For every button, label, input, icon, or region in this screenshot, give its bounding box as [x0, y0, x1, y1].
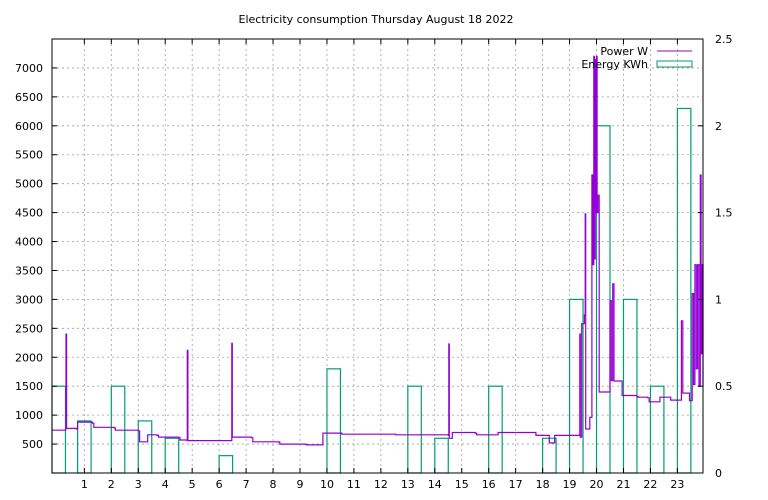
x-tick-label: 9 — [297, 478, 304, 491]
y-tick-label: 2500 — [15, 322, 43, 335]
x-tick-label: 12 — [374, 478, 388, 491]
y-axis-right: 0 0.5 1 1.5 2 2.5 — [698, 33, 733, 480]
x-tick-label: 22 — [643, 478, 657, 491]
y-tick-label: 6500 — [15, 91, 43, 104]
power-line-path — [52, 55, 704, 446]
x-tick-label: 19 — [563, 478, 577, 491]
legend: Power W Energy KWh — [581, 45, 693, 71]
y-tick-label: 500 — [22, 438, 43, 451]
x-tick-label: 5 — [189, 478, 196, 491]
x-tick-label: 14 — [428, 478, 442, 491]
y-tick-label: 6000 — [15, 120, 43, 133]
y2-tick-label: 0.5 — [715, 380, 733, 393]
y2-tick-label: 0 — [715, 467, 722, 480]
y2-tick-label: 1.5 — [715, 207, 733, 220]
plot-border — [51, 38, 704, 474]
y-tick-label: 7000 — [15, 62, 43, 75]
x-tick-label: 3 — [135, 478, 142, 491]
y-tick-label: 1500 — [15, 380, 43, 393]
x-tick-label: 21 — [616, 478, 630, 491]
y-tick-label: 4500 — [15, 207, 43, 220]
x-tick-label: 4 — [162, 478, 169, 491]
chart-title: Electricity consumption Thursday August … — [239, 13, 514, 26]
y-tick-label: 3000 — [15, 293, 43, 306]
x-tick-label: 11 — [347, 478, 361, 491]
x-tick-label: 2 — [108, 478, 115, 491]
y-tick-label: 5500 — [15, 149, 43, 162]
y-tick-label: 1000 — [15, 409, 43, 422]
y2-tick-label: 2.5 — [715, 33, 733, 46]
y-tick-label: 3500 — [15, 264, 43, 277]
power-w-series — [52, 55, 704, 446]
legend-sample-energy — [656, 60, 693, 68]
x-tick-label: 13 — [401, 478, 415, 491]
x-tick-label: 10 — [320, 478, 334, 491]
x-tick-label: 8 — [270, 478, 277, 491]
legend-label-power: Power W — [600, 45, 648, 58]
legend-label-energy: Energy KWh — [581, 58, 648, 71]
x-tick-label: 15 — [455, 478, 469, 491]
x-tick-label: 6 — [216, 478, 223, 491]
x-tick-label: 23 — [670, 478, 684, 491]
x-tick-label: 17 — [509, 478, 523, 491]
y-tick-label: 2000 — [15, 351, 43, 364]
y-tick-label: 4000 — [15, 236, 43, 249]
y2-tick-label: 2 — [715, 120, 722, 133]
x-axis: 1 2 3 4 5 6 7 8 9 10 11 12 13 14 15 16 17 18 19 20 21 22 23 — [81, 39, 684, 491]
y-axis-left: 500 1000 1500 2000 2500 3000 3500 4000 4500 5000 5… — [15, 62, 57, 451]
y2-tick-label: 1 — [715, 293, 722, 306]
x-tick-label: 1 — [81, 478, 88, 491]
x-tick-label: 20 — [590, 478, 604, 491]
x-tick-label: 16 — [482, 478, 496, 491]
y-tick-label: 5000 — [15, 178, 43, 191]
x-tick-label: 7 — [243, 478, 250, 491]
x-tick-label: 18 — [536, 478, 550, 491]
